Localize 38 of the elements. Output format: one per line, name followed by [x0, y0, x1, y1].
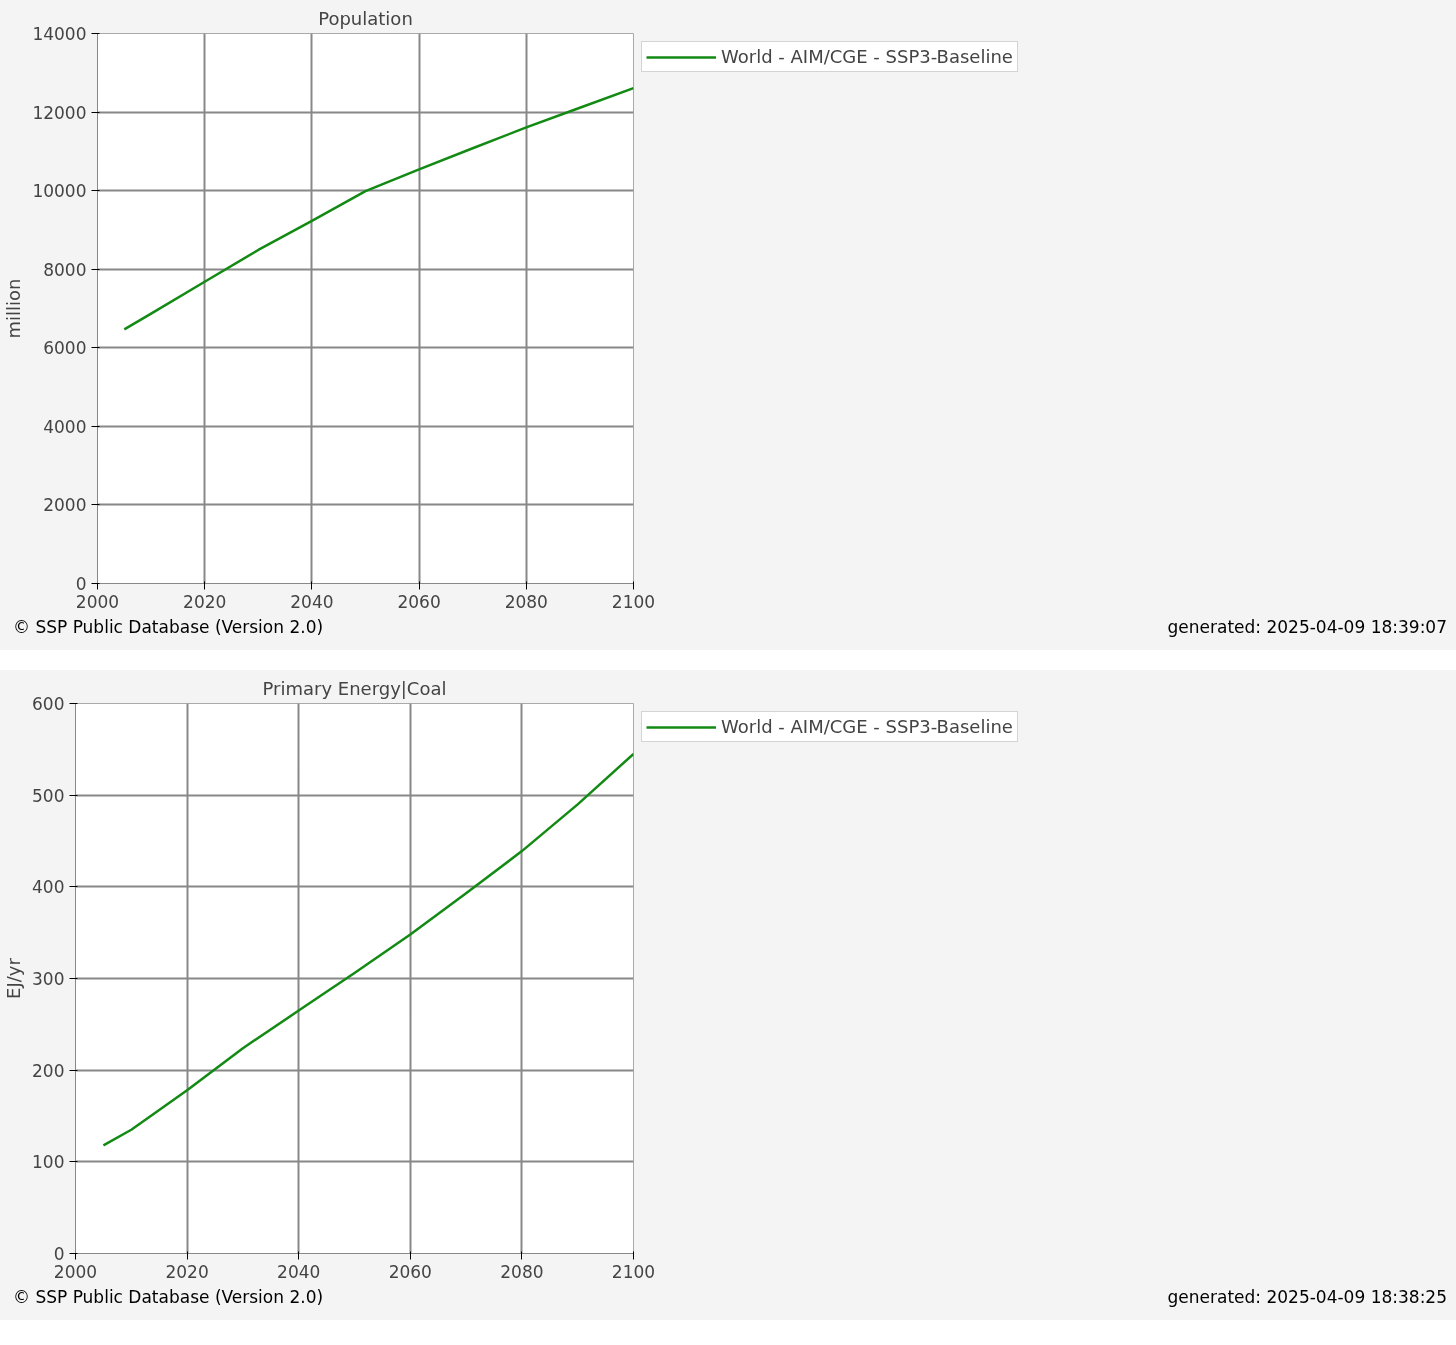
x-tick-label: 2020 [165, 1261, 209, 1282]
y-tick-label: 6000 [43, 338, 87, 359]
text: © SSP Public Database (Version 2.0) [13, 1286, 324, 1309]
y-tick-label: 600 [32, 694, 65, 714]
x-tick-label: 2060 [388, 1261, 432, 1282]
chart-title: Population [318, 7, 413, 29]
y-tick-label: 0 [75, 574, 87, 594]
y-tick-label: 2000 [43, 495, 87, 516]
y-tick-label: 300 [32, 969, 65, 989]
y-tick-label: 100 [32, 1152, 65, 1173]
y-tick-label: 4000 [43, 416, 87, 437]
x-tick-label: 2100 [611, 1261, 656, 1282]
text: generated: 2025-04-09 18:38:25 [1167, 1286, 1447, 1309]
y-tick-label: 8000 [43, 259, 87, 280]
y-tick-label: 400 [32, 877, 65, 898]
x-tick-label: 2060 [397, 591, 441, 612]
x-tick-label: 2100 [611, 591, 656, 612]
y-tick-label: 0 [53, 1244, 65, 1264]
line-series [123, 86, 634, 331]
x-tick-label: 2040 [277, 1261, 321, 1282]
legend-label: World - AIM/CGE - SSP3-Baseline [721, 716, 1013, 737]
line-series [102, 752, 634, 1147]
y-tick-label: 10000 [32, 181, 87, 202]
text: © SSP Public Database (Version 2.0) [13, 616, 324, 639]
y-axis-title: million [3, 278, 25, 339]
y-tick-label: 12000 [32, 102, 87, 123]
y-tick-label: 14000 [32, 24, 87, 44]
x-tick-label: 2080 [500, 1261, 544, 1282]
y-tick-label: 200 [32, 1060, 65, 1081]
legend-label: World - AIM/CGE - SSP3-Baseline [721, 46, 1013, 67]
y-axis-title: EJ/yr [3, 957, 25, 999]
x-tick-label: 2020 [183, 591, 227, 612]
x-tick-label: 2040 [290, 591, 334, 612]
y-tick-label: 500 [32, 785, 65, 806]
x-tick-label: 2000 [75, 591, 120, 612]
chart-title: Primary Energy|Coal [262, 677, 447, 699]
x-tick-label: 2080 [504, 591, 548, 612]
text: generated: 2025-04-09 18:39:07 [1167, 616, 1447, 639]
